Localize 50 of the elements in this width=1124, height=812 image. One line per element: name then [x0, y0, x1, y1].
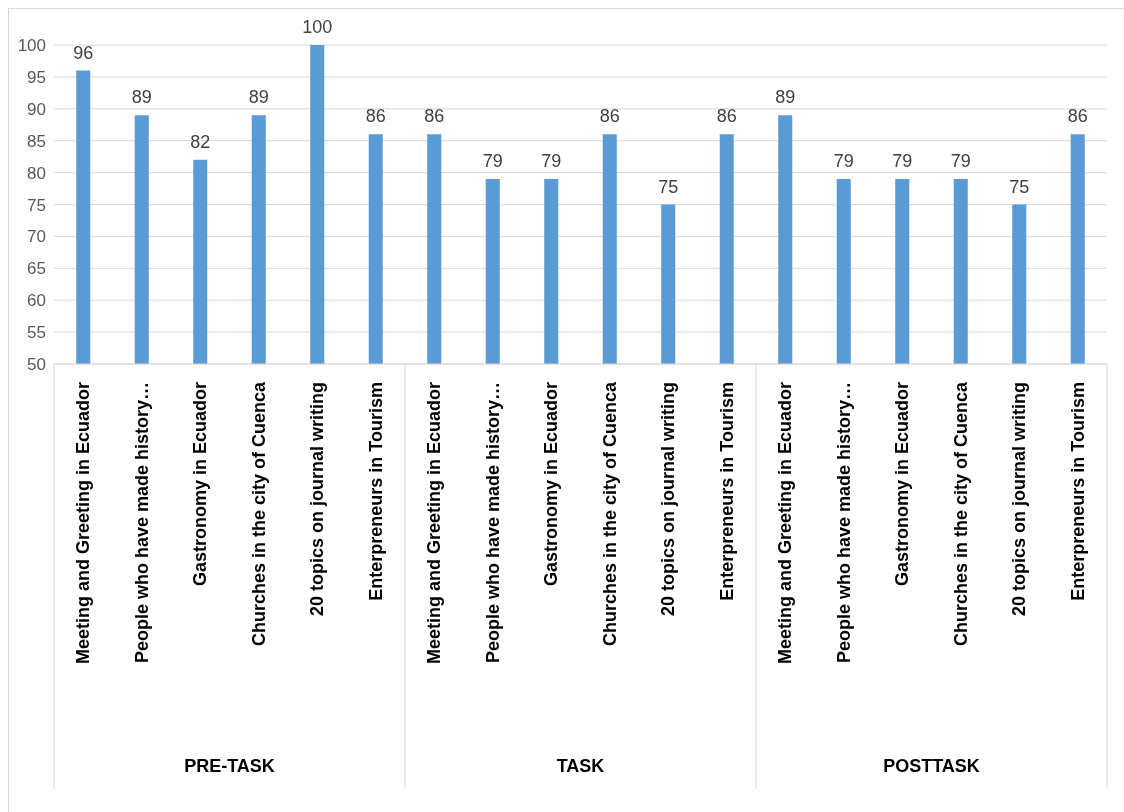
data-label: 79: [950, 150, 971, 171]
data-label: 89: [775, 87, 796, 108]
x-tick-label: People who have made history…: [833, 382, 854, 664]
data-label: 79: [833, 150, 854, 171]
y-tick-label: 65: [27, 259, 46, 279]
y-tick-label: 60: [27, 291, 46, 311]
data-label: 79: [892, 150, 913, 171]
data-label: 96: [73, 42, 94, 63]
data-label: 75: [1009, 176, 1030, 197]
x-tick-label: Meeting and Greeting in Ecuador: [424, 382, 445, 665]
y-tick-label: 100: [17, 36, 46, 56]
data-label: 86: [365, 106, 386, 127]
x-tick-label: Enterpreneurs in Tourism: [716, 382, 737, 601]
data-label: 100: [302, 17, 333, 37]
x-tick-label: 20 topics on journal writing: [1009, 382, 1030, 617]
data-label: 79: [541, 150, 562, 171]
data-label: 75: [658, 176, 679, 197]
y-tick-label: 70: [27, 227, 46, 247]
y-tick-label: 95: [27, 67, 46, 87]
y-tick-label: 75: [27, 195, 46, 215]
y-tick-label: 50: [27, 355, 46, 375]
x-tick-label: Gastronomy in Ecuador: [892, 382, 913, 587]
x-tick-label: Gastronomy in Ecuador: [541, 382, 562, 587]
x-tick-label: Enterpreneurs in Tourism: [365, 382, 386, 601]
data-label: 89: [131, 87, 152, 108]
x-tick-label: Churches in the city of Cuenca: [248, 381, 269, 647]
y-tick-label: 85: [27, 131, 46, 151]
x-tick-label: Meeting and Greeting in Ecuador: [73, 382, 94, 665]
text: POSTTASK: [883, 756, 980, 776]
y-tick-label: 55: [27, 323, 46, 343]
data-label: 86: [599, 106, 620, 127]
x-tick-label: People who have made history…: [482, 382, 503, 664]
data-label: 89: [248, 87, 269, 108]
x-tick-label: Meeting and Greeting in Ecuador: [775, 382, 796, 665]
x-tick-label: People who have made history…: [131, 382, 152, 664]
data-label: 79: [482, 150, 503, 171]
x-tick-label: 20 topics on journal writing: [307, 382, 328, 617]
data-label: 86: [1067, 106, 1088, 127]
y-tick-label: 80: [27, 163, 46, 183]
x-tick-label: Enterpreneurs in Tourism: [1067, 382, 1088, 601]
x-tick-label: 20 topics on journal writing: [658, 382, 679, 617]
data-label: 82: [190, 131, 211, 152]
data-label: 86: [424, 106, 445, 127]
x-tick-label: Gastronomy in Ecuador: [190, 382, 211, 587]
x-tick-label: Churches in the city of Cuenca: [599, 381, 620, 647]
text: PRE-TASK: [184, 756, 275, 776]
x-tick-label: Churches in the city of Cuenca: [950, 381, 971, 647]
y-tick-label: 90: [27, 99, 46, 119]
text: TASK: [556, 756, 605, 776]
data-label: 86: [716, 106, 737, 127]
